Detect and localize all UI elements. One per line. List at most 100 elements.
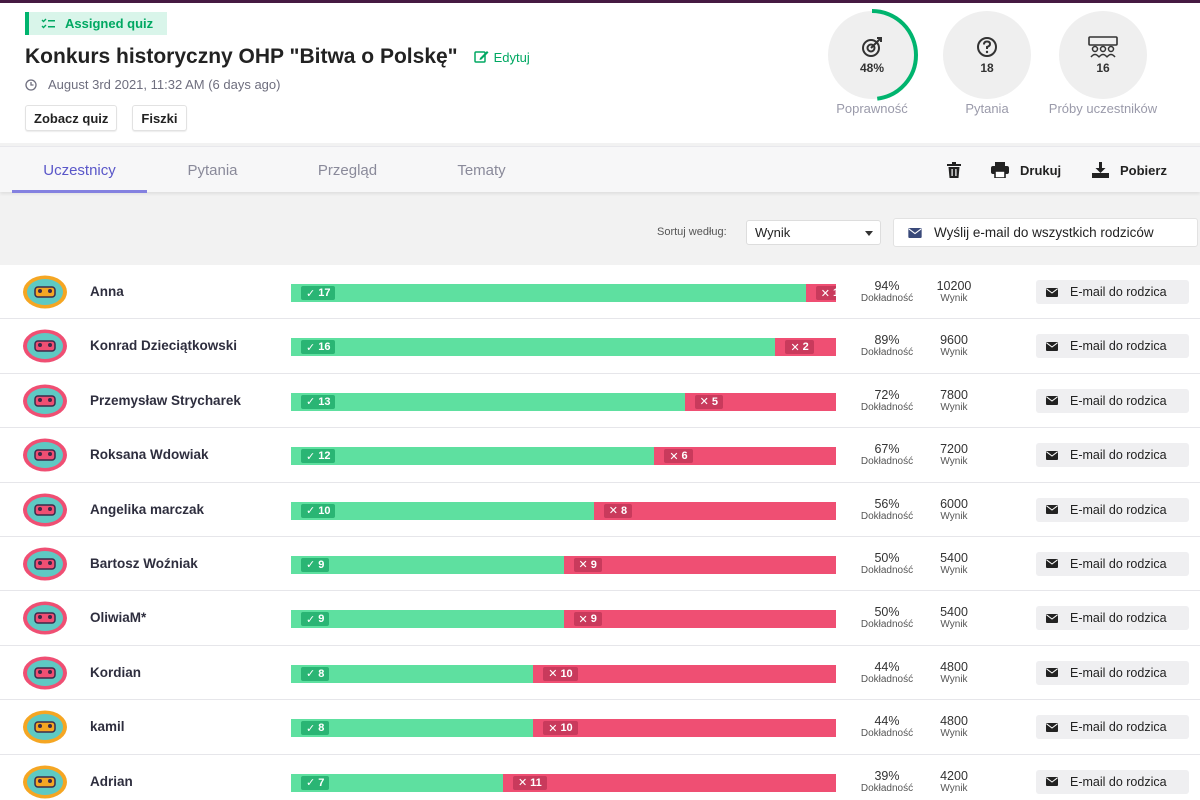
avatar	[23, 329, 67, 363]
wrong-count-chip: ✕ 5	[694, 394, 723, 409]
participant-row[interactable]: Konrad Dzieciątkowski ✓ 16 ✕ 2 89% Dokładność 9…	[0, 319, 1200, 374]
score-caption: Wynik	[940, 728, 968, 740]
accuracy-percent: 94%	[874, 279, 900, 293]
email-parent-label: E-mail do rodzica	[1070, 448, 1167, 463]
envelope-icon	[1046, 613, 1058, 623]
email-parent-button[interactable]: E-mail do rodzica	[1036, 660, 1189, 685]
participant-row[interactable]: Angelika marczak ✓ 10 ✕ 8 56% Dokładność 6000 Wy…	[0, 482, 1200, 537]
wrong-count-chip: ✕ 10	[543, 666, 578, 681]
participant-name: Konrad Dzieciątkowski	[90, 338, 238, 354]
accuracy-value: 48%	[859, 60, 885, 75]
accuracy-caption: Dokładność	[860, 293, 914, 304]
email-parent-button[interactable]: E-mail do rodzica	[1036, 497, 1189, 522]
tab-overview[interactable]: Przegląd	[317, 161, 378, 179]
print-button[interactable]: Drukuj	[991, 147, 1061, 193]
email-parent-button[interactable]: E-mail do rodzica	[1036, 334, 1189, 359]
wrong-count: 9	[590, 558, 597, 571]
participant-row[interactable]: Roksana Wdowiak ✓ 12 ✕ 6 67% Dokładność 7200 Wyn…	[0, 428, 1200, 483]
check-icon: ✓	[306, 668, 316, 681]
wrong-segment: ✕ 6	[654, 447, 836, 466]
correct-count: 12	[318, 450, 331, 463]
email-parent-label: E-mail do rodzica	[1070, 285, 1167, 299]
result-bar: ✓ 10 ✕ 8	[291, 501, 836, 520]
correct-segment: ✓ 8	[291, 719, 534, 738]
correct-count-chip: ✓ 7	[301, 775, 330, 790]
score-metric: 4800 Wynik	[919, 660, 989, 686]
score-caption: Wynik	[940, 401, 968, 413]
email-parent-label: E-mail do rodzica	[1070, 393, 1167, 408]
wrong-count: 8	[620, 504, 628, 517]
wrong-segment: ✕ 2	[775, 338, 836, 357]
tab-questions[interactable]: Pytania	[187, 161, 238, 179]
correct-count-chip: ✓ 10	[301, 503, 336, 518]
avatar	[23, 656, 67, 690]
list-controls: Sortuj według: Wynik Wyślij e-mail do ws…	[0, 194, 1200, 262]
correct-segment: ✓ 13	[291, 392, 685, 411]
participant-row[interactable]: Adrian ✓ 7 ✕ 11 39% Dokładność 4200 Wynik E-mail …	[0, 754, 1200, 800]
correct-count: 10	[318, 504, 331, 517]
download-icon	[1092, 162, 1109, 178]
accuracy-percent: 67%	[874, 442, 900, 457]
accuracy-caption: Dokładność	[860, 401, 914, 413]
correct-segment: ✓ 10	[291, 501, 594, 520]
participant-row[interactable]: OliwiaM* ✓ 9 ✕ 9 50% Dokładność 5400 Wynik E-mail…	[0, 591, 1200, 646]
participant-row[interactable]: kamil ✓ 8 ✕ 10 44% Dokładność 4800 Wynik E-mail d…	[0, 700, 1200, 755]
email-parent-button[interactable]: E-mail do rodzica	[1036, 606, 1189, 631]
email-parent-button[interactable]: E-mail do rodzica	[1036, 388, 1189, 413]
wrong-segment: ✕ 10	[533, 719, 836, 738]
participant-row[interactable]: Przemysław Strycharek ✓ 13 ✕ 5 72% Dokładność 7…	[0, 373, 1200, 429]
assigned-quiz-badge: Assigned quiz	[25, 12, 168, 35]
participant-row[interactable]: Bartosz Woźniak ✓ 9 ✕ 9 50% Dokładność 5400 Wyni…	[0, 536, 1200, 592]
email-parent-button[interactable]: E-mail do rodzica	[1036, 280, 1189, 304]
email-parent-button[interactable]: E-mail do rodzica	[1036, 551, 1189, 576]
accuracy-caption: Dokładność	[860, 456, 914, 468]
score-value: 7200	[940, 442, 968, 457]
participant-row[interactable]: Kordian ✓ 8 ✕ 10 44% Dokładność 4800 Wynik E-mail…	[0, 645, 1200, 701]
tab-participants[interactable]: Uczestnicy	[12, 147, 147, 193]
email-parent-button[interactable]: E-mail do rodzica	[1036, 769, 1189, 794]
flashcards-button[interactable]: Fiszki	[132, 105, 187, 131]
email-parent-label: E-mail do rodzica	[1070, 339, 1167, 354]
delete-button[interactable]	[947, 147, 961, 193]
accuracy-metric: 72% Dokładność	[852, 388, 922, 414]
wrong-segment: ✕ 9	[563, 555, 836, 574]
cross-icon: ✕	[578, 613, 588, 626]
accuracy-caption: Dokładność	[860, 619, 914, 631]
attempts-stat: 16 Próby uczestników	[1043, 11, 1163, 116]
sort-select[interactable]: Wynik	[746, 220, 881, 245]
email-parent-label: E-mail do rodzica	[1070, 556, 1167, 571]
email-parent-button[interactable]: E-mail do rodzica	[1036, 715, 1189, 740]
correct-segment: ✓ 8	[291, 664, 534, 683]
check-icon: ✓	[306, 396, 316, 409]
quiz-date: August 3rd 2021, 11:32 AM (6 days ago)	[25, 77, 280, 92]
score-caption: Wynik	[940, 347, 968, 359]
correct-count: 9	[318, 558, 325, 571]
tab-topics[interactable]: Tematy	[457, 161, 506, 179]
view-quiz-button[interactable]: Zobacz quiz	[25, 105, 118, 131]
questions-label: Pytania	[965, 101, 1009, 116]
accuracy-caption: Dokładność	[860, 564, 914, 576]
accuracy-caption: Dokładność	[860, 673, 914, 685]
sort-label: Sortuj według:	[657, 226, 727, 238]
score-value: 10200	[936, 279, 972, 293]
email-parent-button[interactable]: E-mail do rodzica	[1036, 443, 1189, 468]
correct-count-chip: ✓ 13	[301, 394, 336, 409]
score-value: 7800	[940, 387, 968, 402]
correct-segment: ✓ 17	[291, 284, 806, 302]
wrong-count-chip: ✕ 8	[603, 503, 633, 518]
download-button[interactable]: Pobierz	[1092, 147, 1167, 193]
accuracy-caption: Dokładność	[860, 782, 914, 794]
score-value: 4800	[940, 659, 968, 674]
accuracy-caption: Dokładność	[860, 510, 914, 522]
check-icon: ✓	[306, 287, 316, 300]
edit-button[interactable]: Edytuj	[473, 50, 530, 65]
accuracy-caption: Dokładność	[860, 347, 914, 359]
email-all-parents-button[interactable]: Wyślij e-mail do wszystkich rodziców	[893, 218, 1198, 247]
correct-count-chip: ✓ 9	[301, 612, 330, 627]
attempts-value: 16	[1096, 60, 1110, 75]
result-bar: ✓ 13 ✕ 5	[291, 392, 836, 411]
wrong-segment: ✕1	[805, 284, 836, 302]
badge-label: Assigned quiz	[65, 16, 154, 31]
check-icon: ✓	[306, 613, 316, 626]
